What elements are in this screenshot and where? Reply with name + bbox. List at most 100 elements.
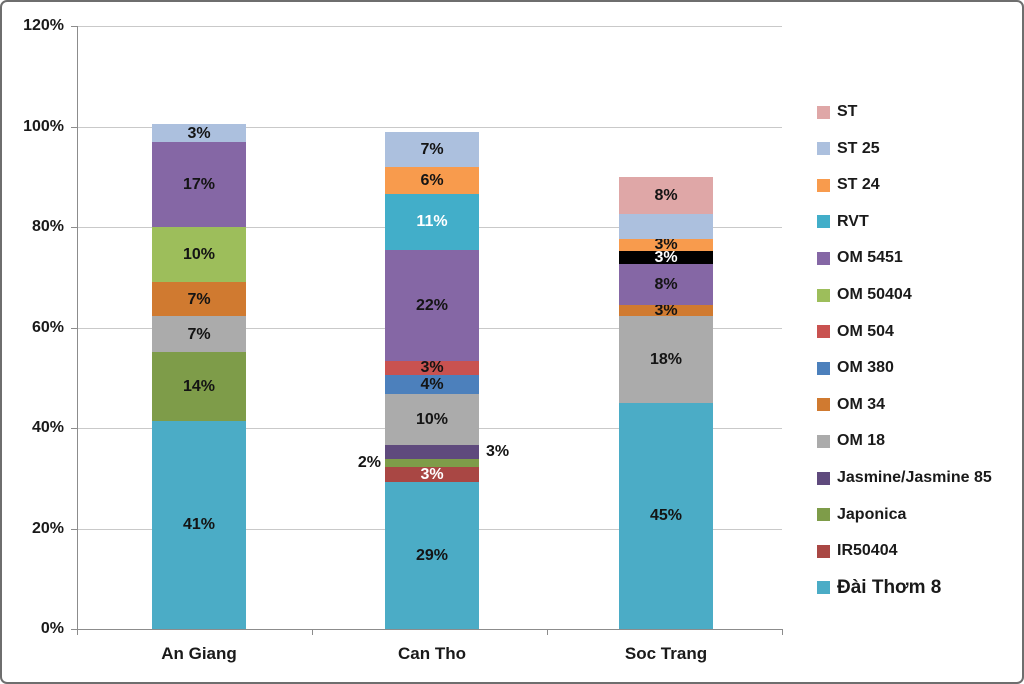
legend-swatch xyxy=(817,398,830,412)
legend-swatch xyxy=(817,178,830,192)
bar-segment-label: 10% xyxy=(415,410,449,428)
bar-segment-label: 22% xyxy=(415,296,449,314)
legend-item: OM 34 xyxy=(817,395,885,415)
y-tick-label: 20% xyxy=(31,519,64,537)
y-axis-tick xyxy=(71,126,77,128)
x-axis-label: An Giang xyxy=(161,644,237,663)
bar-segment xyxy=(385,166,479,195)
legend-swatch xyxy=(817,215,830,229)
legend-item: ST 24 xyxy=(817,175,880,195)
bar-segment-label: 6% xyxy=(420,172,444,190)
legend-label: OM 34 xyxy=(837,395,886,413)
legend: ST ST 25 ST 24 RVT OM 5451 OM 50404 OM 504 OM 3… xyxy=(802,2,1022,682)
x-axis-label: Soc Trang xyxy=(624,644,708,663)
legend-label: OM 50404 xyxy=(837,286,912,303)
bar-segment xyxy=(385,131,479,167)
bar-segment-label: 3% xyxy=(654,236,678,254)
bar-segment xyxy=(385,481,479,629)
bar-segment xyxy=(619,176,713,215)
bar-segment-label: 3% xyxy=(420,359,444,377)
gridline xyxy=(77,26,782,27)
legend-swatch xyxy=(817,251,830,265)
x-axis-tick xyxy=(77,629,78,635)
bar-segment xyxy=(385,458,479,467)
legend-item: Japonica xyxy=(817,505,906,525)
bar-segment xyxy=(385,444,479,459)
legend-item: RVT xyxy=(817,212,869,232)
legend-label: OM 18 xyxy=(837,432,886,450)
y-tick-label: 60% xyxy=(31,318,64,336)
bar-segment xyxy=(619,315,713,403)
legend-swatch xyxy=(817,105,830,119)
bar-segment-label: 29% xyxy=(415,546,449,564)
x-axis-tick xyxy=(782,629,783,635)
bar-segment-label: 7% xyxy=(187,325,211,343)
legend-swatch xyxy=(817,508,830,522)
legend-label: ST 24 xyxy=(837,176,880,194)
y-axis-tick xyxy=(71,26,77,27)
y-axis-line xyxy=(77,26,78,629)
gridline xyxy=(77,126,782,128)
bar-segment xyxy=(385,374,479,394)
bar-segment-label: 3% xyxy=(486,442,510,460)
x-axis-tick xyxy=(312,629,313,635)
bar-segment xyxy=(152,282,246,317)
bar-segment xyxy=(385,393,479,445)
legend-item: OM 5451 xyxy=(817,248,903,268)
legend-label: Japonica xyxy=(837,505,907,523)
bar-segment-label: 8% xyxy=(654,275,678,293)
legend-label: Đài Thơm 8 xyxy=(837,576,942,598)
legend-swatch xyxy=(817,471,830,485)
legend-label: RVT xyxy=(837,212,869,230)
bar-segment xyxy=(619,250,713,264)
bar-segment xyxy=(619,304,713,316)
bar-segment xyxy=(152,351,246,421)
bar-segment-label: 17% xyxy=(182,176,216,194)
bar-segment xyxy=(152,227,246,283)
y-axis-tick xyxy=(71,528,77,530)
y-axis-tick xyxy=(71,428,77,429)
legend-item: ST xyxy=(817,102,857,122)
bar-segment-label: 14% xyxy=(182,377,216,395)
bar-segment-label: 3% xyxy=(654,248,678,266)
bar-segment-label: 2% xyxy=(357,453,381,471)
y-axis-tick xyxy=(71,327,77,329)
y-tick-label: 120% xyxy=(23,17,64,34)
legend-item: Jasmine/Jasmine 85 xyxy=(817,468,992,488)
legend-swatch xyxy=(817,434,830,448)
bar-segment xyxy=(152,420,246,629)
bar-segment xyxy=(385,249,479,361)
legend-item: Đài Thơm 8 xyxy=(817,576,942,598)
legend-label: IR50404 xyxy=(837,542,898,560)
bar-segment xyxy=(152,316,246,352)
legend-label: OM 504 xyxy=(837,322,894,340)
legend-item: OM 50404 xyxy=(817,285,912,305)
x-axis-line xyxy=(77,629,782,630)
bar-segment-label: 3% xyxy=(420,465,444,483)
legend-label: ST xyxy=(837,103,858,120)
bar-segment xyxy=(385,466,479,482)
legend-swatch xyxy=(817,361,830,375)
bar-segment-label: 3% xyxy=(654,301,678,319)
bar-segment-label: 4% xyxy=(420,375,444,393)
legend-item: OM 380 xyxy=(817,358,894,378)
y-tick-label: 80% xyxy=(31,218,64,235)
bar-segment xyxy=(619,238,713,251)
legend-label: ST 25 xyxy=(837,139,880,157)
y-tick-label: 40% xyxy=(31,419,64,436)
x-axis-tick xyxy=(547,629,548,635)
legend-swatch xyxy=(817,581,830,595)
y-tick-label: 0% xyxy=(40,620,64,637)
legend-swatch xyxy=(817,544,830,558)
bar-segment-label: 18% xyxy=(649,350,683,368)
legend-label: Jasmine/Jasmine 85 xyxy=(837,469,992,486)
legend-swatch xyxy=(817,288,830,302)
bar-segment xyxy=(385,360,479,375)
legend-label: OM 380 xyxy=(837,359,894,377)
bar-segment xyxy=(619,402,713,629)
bar-segment-label: 3% xyxy=(187,124,211,142)
y-axis-tick xyxy=(71,629,77,630)
bar-segment xyxy=(619,214,713,239)
legend-item: IR50404 xyxy=(817,541,898,561)
